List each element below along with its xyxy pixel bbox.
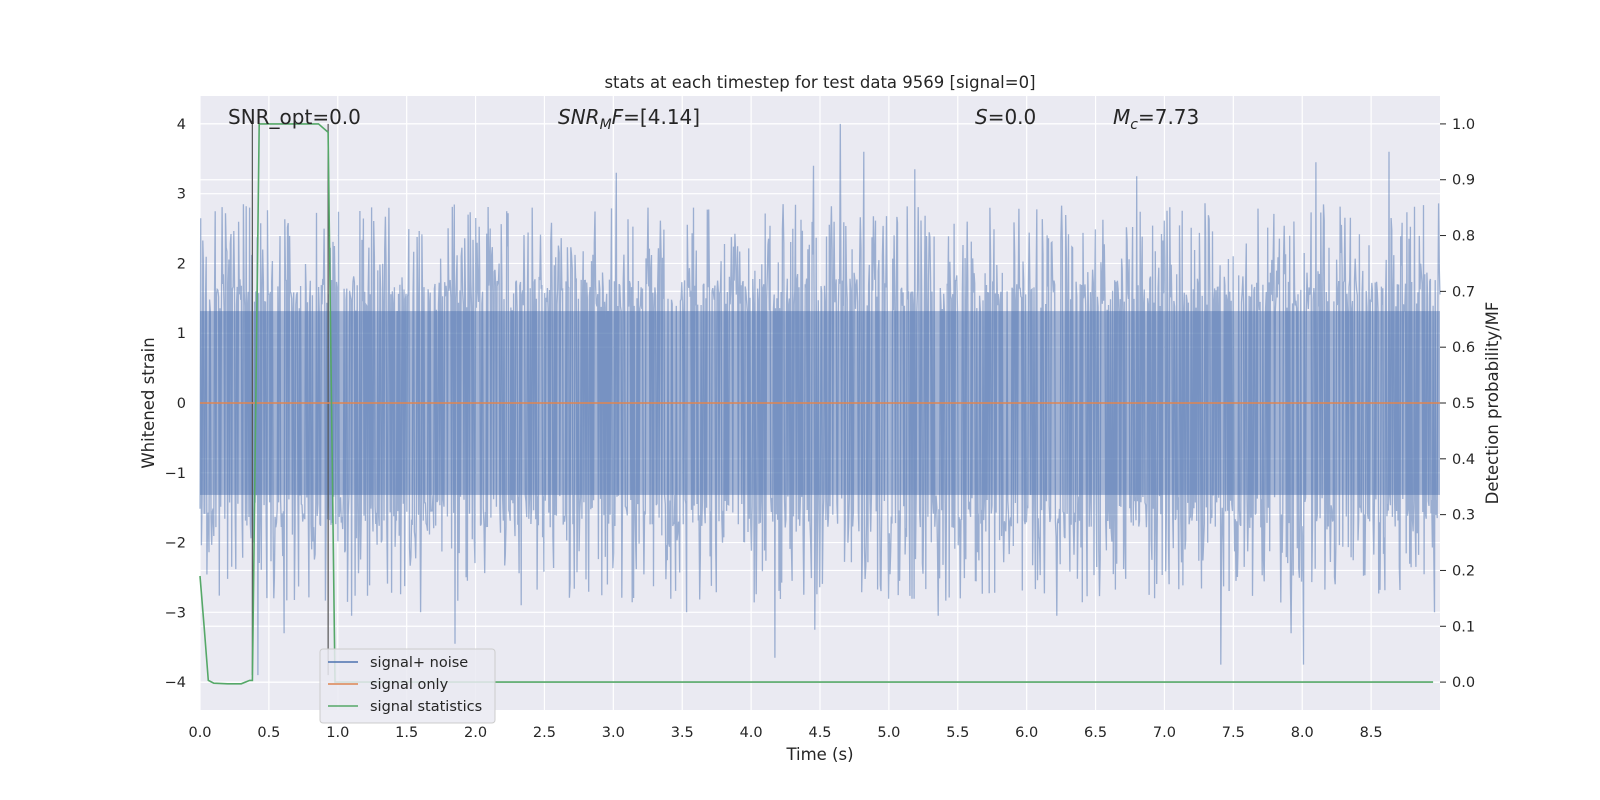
- y-right-tick-label: 0.8: [1452, 229, 1475, 245]
- x-tick-label: 2.5: [533, 725, 556, 741]
- y-right-tick-label: 0.3: [1452, 508, 1475, 524]
- x-tick-label: 3.5: [671, 725, 694, 741]
- x-tick-label: 5.0: [877, 725, 900, 741]
- line-series-layer: [199, 123, 1440, 685]
- x-tick-label: 6.5: [1084, 725, 1107, 741]
- x-tick-label: 1.5: [395, 725, 418, 741]
- x-tick-label: 5.5: [946, 725, 969, 741]
- y-left-tick-label: −2: [165, 536, 186, 552]
- legend-label-signal-statistics: signal statistics: [370, 699, 482, 715]
- series-signal-statistics-line: [199, 123, 1434, 685]
- y-right-tick-label: 0.9: [1452, 173, 1475, 189]
- y-axis-label-right: Detection probability/MF: [1483, 302, 1502, 505]
- annotation-snr-opt: SNR_opt=0.0: [228, 105, 361, 129]
- series-signal-noise-line: [199, 123, 1441, 676]
- legend-label-signal-only: signal only: [370, 677, 449, 693]
- x-tick-label: 7.5: [1222, 725, 1245, 741]
- legend-box: [319, 648, 496, 724]
- y-right-tick-label: 0.7: [1452, 284, 1475, 300]
- x-tick-label: 2.0: [464, 725, 487, 741]
- y-left-tick-label: 1: [177, 326, 186, 342]
- vertical-marker-layer: [251, 123, 329, 676]
- y-left-tick-label: 2: [177, 256, 186, 272]
- annotation-snr-mf-value: =[4.14]: [623, 105, 700, 129]
- y-right-tick-label: 1.0: [1452, 117, 1475, 133]
- y-right-tick-label: 0.1: [1452, 619, 1475, 635]
- svg-text:Mc=7.73: Mc=7.73: [1113, 105, 1199, 133]
- x-tick-label: 1.0: [326, 725, 349, 741]
- svg-text:S=0.0: S=0.0: [975, 105, 1036, 129]
- y-left-tick-label: 3: [177, 187, 186, 203]
- annotation-mc: Mc=7.73: [1113, 105, 1199, 133]
- x-axis-label: Time (s): [785, 745, 853, 764]
- svg-text:SNRMF=[4.14]: SNRMF=[4.14]: [558, 105, 700, 133]
- tick-layer: 0.0 0.5 1.0 1.5 2.0 2.5 3.0 3.5 4.0 4.5 5.0 5.5 6.0 6…: [165, 117, 1475, 741]
- y-left-tick-label: −3: [165, 605, 186, 621]
- chart-title: stats at each timestep for test data 956…: [604, 73, 1035, 92]
- y-left-tick-label: −4: [165, 675, 186, 691]
- annotation-mc-value: =7.73: [1138, 105, 1199, 129]
- y-right-tick-label: 0.0: [1452, 675, 1475, 691]
- annotation-s-value: =0.0: [988, 105, 1037, 129]
- legend: signal+ noise signal only signal statist…: [319, 648, 496, 724]
- y-left-tick-label: −1: [165, 466, 186, 482]
- x-tick-label: 0.5: [257, 725, 280, 741]
- x-tick-label: 3.0: [602, 725, 625, 741]
- annotation-snr-mf: SNRMF=[4.14]: [558, 105, 700, 133]
- y-left-tick-label: 4: [177, 117, 186, 133]
- y-left-tick-label: 0: [177, 396, 186, 412]
- x-tick-label: 7.0: [1153, 725, 1176, 741]
- y-right-tick-label: 0.2: [1452, 563, 1475, 579]
- x-tick-label: 8.5: [1360, 725, 1383, 741]
- x-tick-label: 6.0: [1015, 725, 1038, 741]
- y-axis-label-left: Whitened strain: [139, 337, 158, 468]
- y-right-tick-label: 0.5: [1452, 396, 1475, 412]
- x-tick-label: 4.5: [808, 725, 831, 741]
- y-right-tick-label: 0.6: [1452, 340, 1475, 356]
- x-tick-label: 0.0: [188, 725, 211, 741]
- annotation-s: S=0.0: [975, 105, 1036, 129]
- y-right-tick-label: 0.4: [1452, 452, 1475, 468]
- x-tick-label: 4.0: [740, 725, 763, 741]
- x-tick-label: 8.0: [1291, 725, 1314, 741]
- legend-label-signal-noise: signal+ noise: [370, 655, 468, 671]
